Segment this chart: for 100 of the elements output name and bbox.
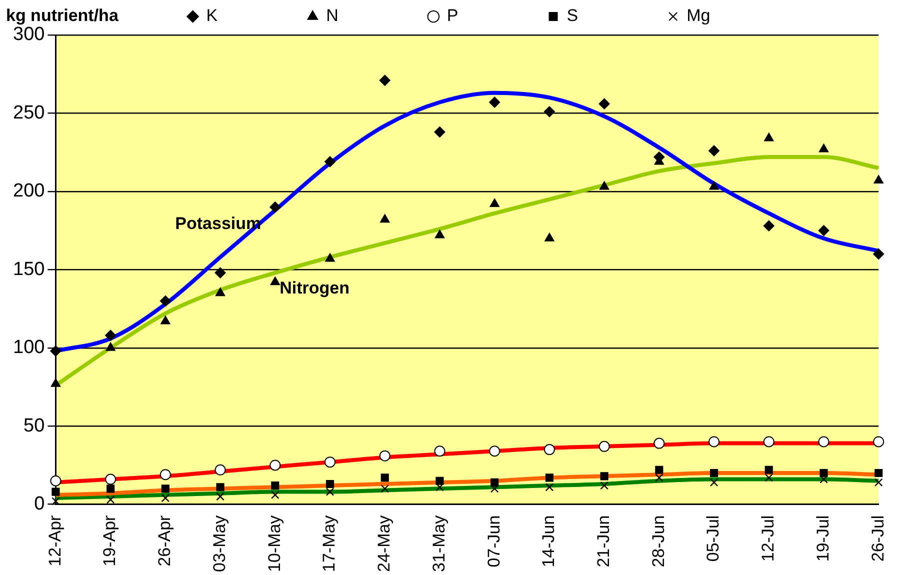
x-tick-label: 12-Apr: [45, 514, 64, 566]
point: [598, 440, 610, 452]
point: [763, 220, 774, 232]
x-tick-label: 03-May: [210, 514, 229, 572]
point: [710, 478, 718, 487]
point: [214, 267, 226, 278]
point: [326, 488, 334, 496]
point: [380, 474, 389, 482]
point: [160, 469, 171, 480]
point: [874, 468, 883, 478]
point: [215, 288, 226, 296]
point: [600, 472, 608, 480]
x-tick-label: 19-Jul: [813, 515, 832, 562]
point: [324, 456, 336, 468]
x-tick-label: 17-May: [320, 514, 339, 572]
legend-label: P: [446, 6, 458, 26]
point: [598, 98, 610, 110]
legend-label: S: [566, 6, 578, 26]
point: [106, 484, 115, 493]
point: [379, 450, 390, 462]
point: [324, 156, 336, 168]
point: [654, 438, 665, 449]
x-tick-label: 10-May: [264, 514, 284, 572]
point: [270, 460, 281, 471]
series-label: Nitrogen: [280, 278, 350, 298]
point: [708, 436, 720, 448]
point: [764, 474, 774, 482]
point: [106, 495, 115, 504]
point: [710, 468, 718, 478]
point: [818, 436, 830, 448]
point: [50, 378, 61, 387]
point: [708, 145, 720, 156]
point: [105, 330, 116, 341]
x-tick-label: 12-Jul: [758, 515, 778, 562]
y-tick-label: 150: [13, 258, 45, 280]
point: [436, 476, 444, 485]
point: [490, 478, 499, 486]
point: [873, 436, 884, 448]
point: [489, 446, 500, 457]
point: [216, 483, 224, 492]
point: [436, 482, 444, 492]
point: [380, 214, 390, 223]
point: [161, 484, 170, 493]
point: [599, 181, 610, 190]
point: [216, 492, 224, 501]
point: [874, 478, 883, 487]
point: [379, 74, 390, 86]
y-axis-title: kg nutrient/ha: [6, 6, 118, 26]
legend-label: Mg: [686, 6, 710, 26]
legend-label: N: [326, 6, 338, 26]
point: [873, 248, 884, 260]
point: [544, 232, 554, 242]
point: [326, 480, 334, 488]
x-tick-label: 14-Jun: [539, 515, 558, 568]
x-tick-label: 24-May: [374, 514, 394, 572]
point: [434, 230, 445, 238]
point: [161, 494, 170, 502]
y-tick-label: 50: [24, 415, 45, 436]
point: [270, 276, 280, 286]
point: [489, 96, 500, 108]
legend-label: K: [206, 6, 218, 26]
point: [214, 464, 226, 476]
point: [490, 198, 500, 207]
x-tick-label: 07-Jun: [484, 515, 504, 568]
point: [380, 484, 389, 493]
y-tick-label: 250: [13, 102, 45, 124]
point: [545, 474, 554, 482]
y-tick-label: 0: [34, 494, 45, 515]
y-tick-label: 300: [13, 24, 45, 46]
x-tick-label: 05-Jul: [704, 515, 723, 562]
point: [434, 126, 446, 138]
point: [160, 295, 171, 306]
point: [325, 253, 335, 262]
point: [50, 475, 62, 486]
point: [52, 488, 60, 496]
x-tick-label: 19-Apr: [100, 514, 120, 566]
line-series: [54, 477, 881, 500]
point: [271, 490, 280, 500]
x-tick-label: 31-May: [429, 514, 448, 572]
point: [105, 474, 116, 485]
x-tick-label: 26-Apr: [155, 514, 174, 566]
point: [709, 181, 719, 190]
point: [818, 225, 830, 236]
point: [874, 174, 884, 184]
point: [544, 106, 555, 118]
point: [544, 444, 555, 456]
point: [270, 202, 281, 213]
point: [655, 466, 664, 474]
point: [763, 436, 774, 448]
point: [600, 481, 608, 490]
point: [820, 475, 828, 484]
y-tick-label: 200: [13, 180, 45, 202]
point: [820, 468, 828, 478]
point: [434, 446, 446, 457]
x-tick-label: 26-Jul: [868, 515, 888, 562]
point: [818, 144, 829, 152]
point: [50, 346, 62, 357]
point: [655, 474, 664, 482]
point: [271, 482, 280, 490]
point: [545, 482, 554, 492]
